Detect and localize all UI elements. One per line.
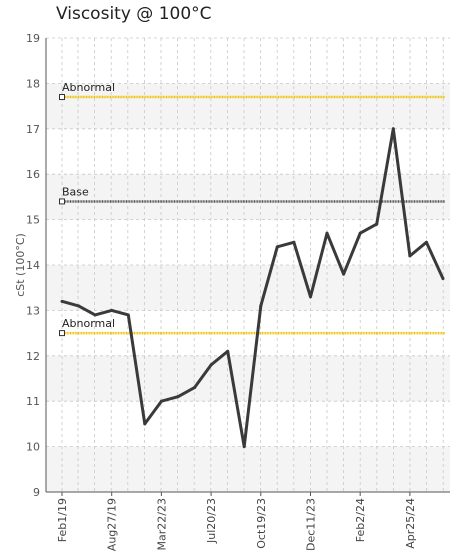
data-point (60, 299, 64, 303)
plot-band (46, 83, 450, 129)
plot-band (46, 265, 450, 311)
data-point (391, 127, 395, 131)
data-point (375, 222, 379, 226)
y-tick-label: 9 (33, 486, 40, 499)
y-tick-label: 18 (26, 77, 40, 90)
data-point (143, 422, 147, 426)
x-tick-label: Dec11/23 (304, 498, 317, 551)
plot-band (46, 174, 450, 220)
data-point (242, 445, 246, 449)
reference-line-marker (59, 94, 65, 101)
x-tick-label: Apr25/24 (404, 498, 417, 549)
data-point (193, 386, 197, 390)
data-point (308, 295, 312, 299)
data-point (292, 240, 296, 244)
data-point (159, 399, 163, 403)
reference-line-marker (59, 330, 65, 337)
y-tick-label: 15 (26, 214, 40, 227)
x-tick-label: Aug27/19 (106, 498, 119, 551)
data-point (126, 313, 130, 317)
data-point (110, 308, 114, 312)
data-point (77, 304, 81, 308)
y-tick-label: 16 (26, 168, 40, 181)
data-point (259, 304, 263, 308)
data-point (176, 395, 180, 399)
y-tick-label: 10 (26, 441, 40, 454)
data-point (325, 231, 329, 235)
data-point (441, 277, 445, 281)
reference-line-marker (59, 198, 65, 205)
x-tick-label: Oct19/23 (255, 498, 268, 549)
y-tick-label: 13 (26, 304, 40, 317)
series-line (61, 127, 445, 449)
y-tick-label: 11 (26, 395, 40, 408)
data-point (424, 240, 428, 244)
x-tick-label: Feb2/24 (354, 498, 367, 542)
x-tick-label: Feb1/19 (56, 498, 69, 542)
data-point (209, 363, 213, 367)
chart-title: Viscosity @ 100°C (56, 4, 212, 24)
x-tick-label: Jul20/23 (205, 498, 218, 544)
data-point (93, 313, 97, 317)
reference-line-label: Base (62, 185, 89, 198)
x-tick-label: Mar22/23 (155, 498, 168, 550)
y-axis-label: cSt (100°C) (14, 233, 27, 297)
reference-line-label: Abnormal (62, 317, 115, 330)
data-point (342, 272, 346, 276)
y-tick-label: 12 (26, 350, 40, 363)
data-point (226, 349, 230, 353)
data-point (358, 231, 362, 235)
plot-band (46, 446, 450, 492)
y-tick-label: 17 (26, 123, 40, 136)
y-tick-label: 14 (26, 259, 40, 272)
data-point (408, 254, 412, 258)
data-point (275, 245, 279, 249)
plot-band (46, 355, 450, 402)
y-tick-label: 19 (26, 32, 40, 45)
reference-line-label: Abnormal (62, 81, 115, 94)
